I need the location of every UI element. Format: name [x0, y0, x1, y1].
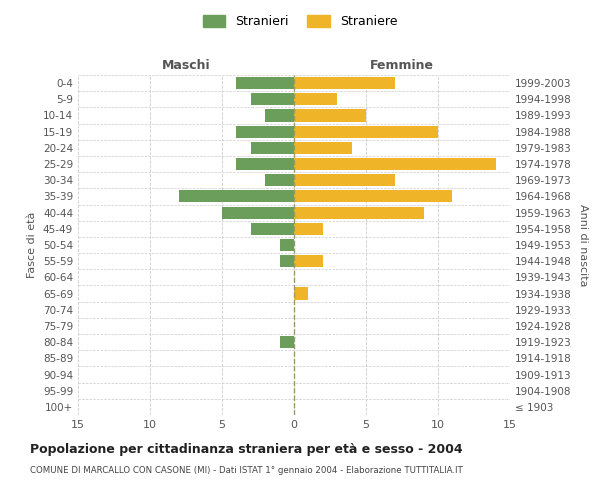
Y-axis label: Fasce di età: Fasce di età	[28, 212, 37, 278]
Bar	[294, 222, 323, 235]
Bar	[280, 336, 294, 348]
Y-axis label: Anni di nascita: Anni di nascita	[578, 204, 588, 286]
Bar	[294, 126, 438, 138]
Bar	[294, 255, 323, 268]
Bar	[222, 206, 294, 218]
Text: COMUNE DI MARCALLO CON CASONE (MI) - Dati ISTAT 1° gennaio 2004 - Elaborazione T: COMUNE DI MARCALLO CON CASONE (MI) - Dat…	[30, 466, 463, 475]
Bar	[236, 77, 294, 89]
Bar	[294, 158, 496, 170]
Bar	[179, 190, 294, 202]
Bar	[251, 93, 294, 106]
Bar	[280, 239, 294, 251]
Bar	[294, 190, 452, 202]
Text: Maschi: Maschi	[161, 59, 211, 72]
Bar	[294, 142, 352, 154]
Bar	[294, 288, 308, 300]
Bar	[294, 93, 337, 106]
Bar	[294, 77, 395, 89]
Bar	[236, 158, 294, 170]
Bar	[294, 110, 366, 122]
Bar	[280, 255, 294, 268]
Bar	[251, 142, 294, 154]
Legend: Stranieri, Straniere: Stranieri, Straniere	[199, 11, 401, 32]
Bar	[294, 174, 395, 186]
Bar	[265, 174, 294, 186]
Bar	[265, 110, 294, 122]
Bar	[251, 222, 294, 235]
Bar	[236, 126, 294, 138]
Text: Femmine: Femmine	[370, 59, 434, 72]
Bar	[294, 206, 424, 218]
Text: Popolazione per cittadinanza straniera per età e sesso - 2004: Popolazione per cittadinanza straniera p…	[30, 442, 463, 456]
